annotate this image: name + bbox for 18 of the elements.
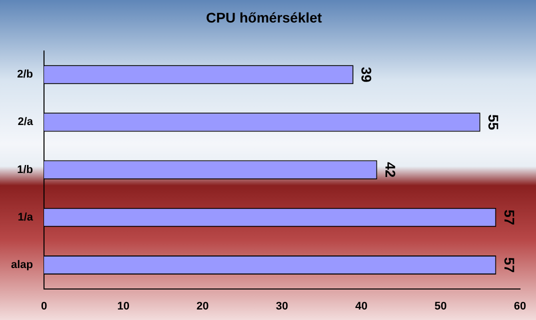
data-label: 42 <box>382 162 398 178</box>
x-tick-label: 20 <box>196 300 209 312</box>
x-tick-label: 10 <box>117 300 130 312</box>
y-tick-label: 1/a <box>18 211 34 224</box>
chart-title: CPU hőmérséklet <box>206 9 322 26</box>
data-label: 55 <box>485 114 502 130</box>
data-label: 57 <box>501 210 518 226</box>
x-tick-label: 30 <box>276 300 288 312</box>
data-label: 39 <box>358 66 375 83</box>
data-label: 57 <box>501 257 518 273</box>
x-tick-label: 0 <box>40 300 48 312</box>
y-tick-label: alap <box>10 259 34 272</box>
y-tick-label: 2/b <box>17 68 34 81</box>
x-tick-label: 40 <box>355 300 368 312</box>
x-tick-label: 60 <box>514 300 526 312</box>
y-tick-label: 1/b <box>17 164 34 176</box>
x-tick-label: 50 <box>434 300 447 312</box>
y-tick-label: 2/a <box>18 116 34 128</box>
